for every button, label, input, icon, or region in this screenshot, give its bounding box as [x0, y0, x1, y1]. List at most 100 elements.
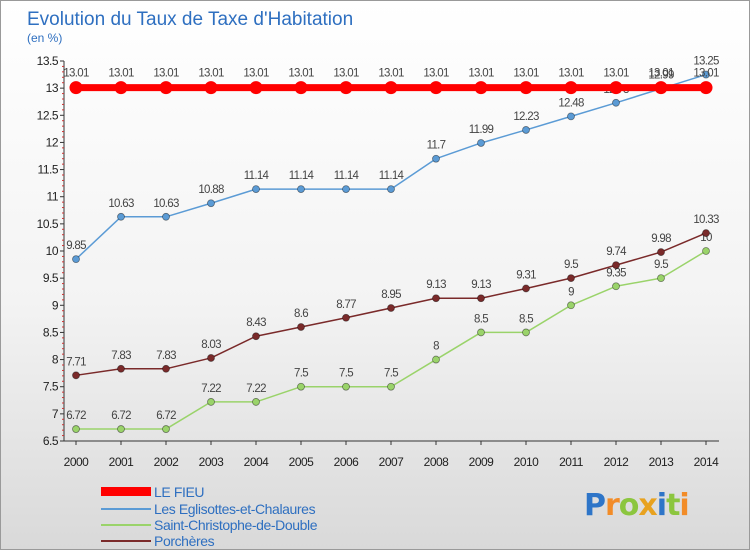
data-point[interactable] — [162, 425, 170, 433]
data-point[interactable] — [387, 185, 395, 194]
data-label: 7.71 — [66, 356, 86, 368]
data-point[interactable] — [477, 294, 485, 303]
y-tick-label: 10 — [46, 244, 59, 258]
data-point[interactable] — [69, 81, 83, 95]
data-label: 8.43 — [246, 317, 266, 329]
y-tick-label: 7 — [52, 407, 59, 421]
data-label: 7.83 — [156, 350, 176, 362]
data-point[interactable] — [567, 301, 575, 310]
y-tick-label: 13.5 — [37, 54, 59, 68]
data-point[interactable] — [702, 247, 710, 255]
data-label: 7.5 — [384, 368, 398, 380]
data-point[interactable] — [429, 81, 443, 95]
chart-subtitle: (en %) — [27, 31, 62, 45]
y-tick-label: 12 — [46, 135, 59, 149]
data-point[interactable] — [204, 81, 218, 95]
data-point[interactable] — [252, 185, 260, 194]
logo-letter: x — [638, 488, 657, 523]
y-tick-label: 11 — [47, 190, 59, 204]
data-point[interactable] — [612, 282, 620, 291]
data-point[interactable] — [387, 382, 395, 391]
data-label: 8.95 — [381, 289, 401, 301]
data-point[interactable] — [564, 81, 578, 95]
x-tick-label: 2005 — [289, 455, 315, 469]
data-point[interactable] — [654, 81, 668, 95]
data-label: 11.99 — [469, 124, 494, 136]
data-point[interactable] — [117, 364, 125, 373]
y-tick-label: 10.5 — [37, 217, 59, 231]
data-label: 13.01 — [423, 68, 449, 80]
data-point[interactable] — [474, 81, 488, 95]
series-4: 7.71 7.83 7.83 8.03 8.43 8.6 8.77 8.95 9.13 9.13 9… — [66, 214, 720, 380]
y-tick-label: 9 — [52, 298, 59, 312]
data-label: 9.13 — [471, 279, 491, 291]
data-point[interactable] — [117, 212, 125, 221]
data-point[interactable] — [72, 425, 80, 433]
data-label: 13.01 — [153, 68, 179, 80]
legend-entry: LE FIEU — [154, 484, 204, 500]
data-point[interactable] — [162, 364, 170, 373]
data-point[interactable] — [342, 313, 350, 322]
data-label: 7.22 — [201, 383, 221, 395]
data-point[interactable] — [567, 112, 575, 121]
data-point[interactable] — [297, 185, 305, 194]
data-point[interactable] — [249, 81, 263, 95]
data-point[interactable] — [519, 81, 533, 95]
data-label: 13.01 — [63, 68, 89, 80]
data-point[interactable] — [477, 139, 485, 147]
data-label: 9.5 — [564, 259, 578, 271]
data-point[interactable] — [342, 185, 350, 194]
logo-letter: r — [605, 488, 620, 523]
data-label: 12.99 — [648, 70, 674, 82]
data-label: 8 — [433, 341, 439, 353]
data-point[interactable] — [432, 154, 440, 163]
data-label: 9.74 — [606, 246, 627, 258]
x-tick-label: 2012 — [604, 455, 630, 469]
data-point[interactable] — [702, 70, 710, 79]
data-point[interactable] — [162, 212, 170, 221]
data-point[interactable] — [657, 274, 665, 283]
data-point[interactable] — [297, 382, 305, 391]
data-point[interactable] — [72, 255, 80, 264]
data-point[interactable] — [117, 425, 125, 433]
data-point[interactable] — [252, 332, 260, 341]
data-point[interactable] — [294, 81, 308, 95]
data-point[interactable] — [612, 98, 620, 107]
data-point[interactable] — [612, 261, 620, 270]
logo-letter: t — [666, 488, 680, 523]
data-label: 11.14 — [289, 170, 315, 182]
data-point[interactable] — [477, 328, 485, 337]
data-point[interactable] — [159, 81, 173, 95]
data-point[interactable] — [297, 323, 305, 331]
data-point[interactable] — [432, 294, 440, 303]
x-tick-label: 2013 — [649, 455, 675, 469]
data-point[interactable] — [384, 81, 398, 95]
data-label: 7.5 — [294, 368, 308, 380]
data-point[interactable] — [339, 81, 353, 95]
x-tick-label: 2011 — [559, 455, 584, 469]
data-point[interactable] — [522, 328, 530, 337]
data-point[interactable] — [609, 81, 623, 95]
data-point[interactable] — [699, 81, 713, 95]
data-point[interactable] — [342, 382, 350, 391]
legend-entry: Les Eglisottes-et-Chalaures — [154, 501, 316, 517]
data-point[interactable] — [702, 229, 710, 237]
data-point[interactable] — [207, 398, 215, 406]
data-point[interactable] — [522, 126, 530, 134]
data-label: 8.6 — [294, 308, 308, 320]
data-point[interactable] — [387, 304, 395, 312]
data-point[interactable] — [567, 274, 575, 283]
data-point[interactable] — [657, 248, 665, 256]
data-point[interactable] — [72, 371, 80, 380]
y-tick-label: 13 — [46, 81, 59, 95]
data-point[interactable] — [114, 81, 128, 95]
data-point[interactable] — [207, 354, 215, 362]
y-tick-label: 7.5 — [43, 380, 59, 394]
data-label: 13.01 — [378, 68, 404, 80]
data-label: 11.14 — [334, 170, 360, 182]
data-point[interactable] — [207, 199, 215, 208]
data-label: 11.7 — [427, 140, 446, 152]
data-point[interactable] — [522, 284, 530, 293]
data-point[interactable] — [252, 398, 260, 406]
data-point[interactable] — [432, 355, 440, 364]
